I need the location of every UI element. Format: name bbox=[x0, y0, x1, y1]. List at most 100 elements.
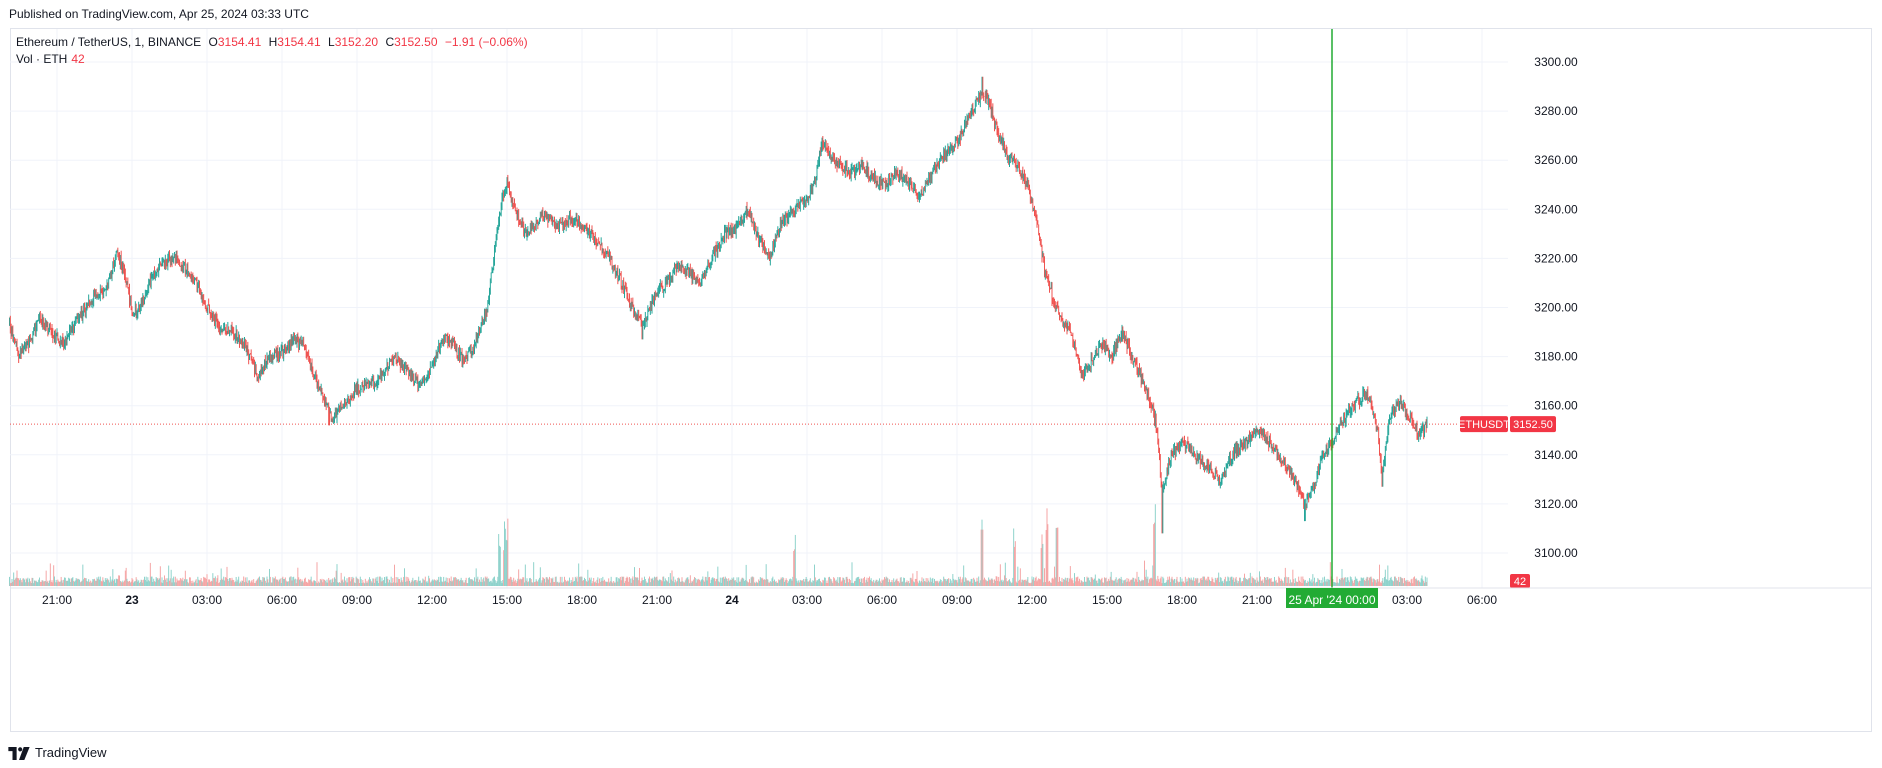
volume-bar bbox=[1154, 522, 1155, 586]
volume-label[interactable]: Vol · ETH bbox=[16, 52, 68, 66]
volume-bar bbox=[819, 578, 820, 586]
volume-bar bbox=[542, 577, 544, 586]
volume-bar bbox=[383, 580, 385, 586]
volume-bar bbox=[1151, 578, 1153, 586]
volume-bar bbox=[917, 581, 919, 586]
volume-bar bbox=[1329, 562, 1331, 586]
volume-bar bbox=[162, 582, 164, 586]
volume-bar bbox=[479, 579, 480, 586]
volume-bar bbox=[206, 574, 208, 586]
volume-bar bbox=[549, 582, 551, 586]
volume-bar bbox=[919, 580, 920, 586]
volume-bar bbox=[1399, 582, 1400, 586]
price-tick-label: 3260.00 bbox=[1534, 153, 1578, 167]
volume-bar bbox=[1339, 578, 1340, 586]
volume-bar bbox=[600, 578, 602, 586]
volume-bar bbox=[406, 581, 408, 586]
volume-bar bbox=[809, 578, 811, 586]
volume-bar bbox=[1066, 578, 1068, 586]
volume-bar bbox=[268, 582, 270, 586]
volume-bar bbox=[1121, 579, 1123, 586]
volume-bar bbox=[165, 578, 167, 586]
volume-bar bbox=[199, 580, 200, 586]
volume-bar bbox=[1325, 579, 1327, 586]
volume-bar bbox=[729, 579, 731, 586]
volume-bar bbox=[814, 564, 815, 586]
volume-bar bbox=[309, 580, 310, 586]
volume-bar bbox=[253, 579, 255, 586]
volume-bar bbox=[92, 579, 94, 586]
volume-bar bbox=[903, 577, 905, 586]
volume-bar bbox=[1336, 576, 1338, 586]
volume-bar bbox=[1000, 580, 1002, 586]
volume-bar bbox=[734, 580, 735, 586]
volume-bar bbox=[1249, 572, 1251, 586]
volume-bar bbox=[970, 579, 972, 586]
volume-bar bbox=[1165, 582, 1167, 586]
volume-bar bbox=[1280, 578, 1282, 586]
volume-bar bbox=[1265, 580, 1267, 586]
volume-bar bbox=[959, 579, 960, 586]
volume-bar bbox=[616, 577, 618, 586]
volume-bar bbox=[610, 576, 612, 586]
volume-bar bbox=[880, 582, 882, 586]
volume-bar bbox=[555, 576, 557, 586]
volume-bar bbox=[1012, 577, 1014, 586]
volume-bar bbox=[990, 578, 992, 586]
volume-bar bbox=[790, 579, 792, 586]
volume-bar bbox=[284, 577, 286, 586]
volume-bar bbox=[254, 582, 256, 586]
volume-bar bbox=[644, 576, 645, 586]
volume-bar bbox=[824, 577, 826, 586]
volume-bar bbox=[62, 582, 64, 586]
volume-bar bbox=[590, 577, 592, 586]
chart-frame[interactable] bbox=[10, 28, 1872, 732]
volume-bar bbox=[1226, 581, 1228, 586]
volume-bar bbox=[882, 580, 884, 586]
volume-bar bbox=[761, 577, 763, 586]
volume-bar bbox=[1369, 577, 1370, 586]
volume-bar bbox=[965, 578, 967, 586]
volume-bar bbox=[626, 576, 628, 586]
volume-bar bbox=[854, 580, 856, 586]
volume-bar bbox=[1166, 580, 1168, 586]
volume-bar bbox=[244, 577, 246, 586]
volume-bar bbox=[291, 580, 293, 586]
volume-bar bbox=[529, 577, 531, 586]
volume-bar bbox=[494, 576, 495, 586]
volume-bar bbox=[987, 580, 989, 586]
volume-bar bbox=[884, 578, 886, 586]
volume-bar bbox=[1168, 579, 1170, 586]
volume-bar bbox=[1134, 578, 1136, 586]
volume-bar bbox=[1174, 578, 1175, 586]
volume-bar bbox=[625, 577, 627, 586]
volume-bar bbox=[1209, 581, 1211, 586]
volume-bar bbox=[492, 578, 494, 586]
volume-bar bbox=[1135, 579, 1137, 586]
volume-bar bbox=[649, 576, 650, 586]
volume-bar bbox=[174, 576, 176, 586]
volume-bar bbox=[677, 577, 679, 586]
volume-bar bbox=[1385, 579, 1387, 586]
volume-bar bbox=[1268, 579, 1270, 586]
volume-bar bbox=[869, 579, 871, 586]
volume-bar bbox=[1130, 579, 1132, 586]
volume-bar bbox=[77, 578, 79, 586]
volume-bar bbox=[849, 580, 851, 586]
volume-bar bbox=[797, 582, 799, 586]
volume-bar bbox=[1368, 580, 1370, 586]
volume-bar bbox=[1015, 581, 1017, 586]
volume-bar bbox=[1264, 576, 1265, 586]
footer-brand[interactable]: TradingView bbox=[8, 742, 107, 764]
volume-bar bbox=[1218, 572, 1220, 586]
volume-bar bbox=[587, 569, 589, 586]
volume-bar bbox=[894, 580, 896, 586]
symbol-title[interactable]: Ethereum / TetherUS, 1, BINANCE bbox=[16, 35, 202, 49]
volume-bar bbox=[1414, 576, 1415, 586]
volume-bar bbox=[1239, 577, 1240, 586]
volume-bar bbox=[708, 577, 710, 586]
volume-bar bbox=[192, 580, 194, 586]
volume-bar bbox=[295, 583, 297, 586]
volume-bar bbox=[1195, 579, 1197, 586]
